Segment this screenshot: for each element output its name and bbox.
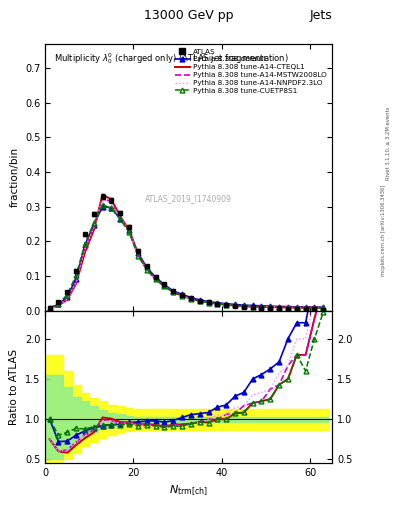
Text: Rivet 3.1.10, ≥ 3.2M events: Rivet 3.1.10, ≥ 3.2M events (386, 106, 391, 180)
Text: mcplots.cern.ch [arXiv:1306.3436]: mcplots.cern.ch [arXiv:1306.3436] (381, 185, 386, 276)
Legend: ATLAS, Pythia 8.308 default, Pythia 8.308 tune-A14-CTEQL1, Pythia 8.308 tune-A14: ATLAS, Pythia 8.308 default, Pythia 8.30… (173, 47, 329, 95)
X-axis label: $N_\mathsf{trm[ch]}$: $N_\mathsf{trm[ch]}$ (169, 484, 208, 498)
Y-axis label: fraction/bin: fraction/bin (9, 147, 19, 207)
Text: Multiplicity $\lambda_0^0$ (charged only) (ATLAS jet fragmentation): Multiplicity $\lambda_0^0$ (charged only… (54, 52, 288, 67)
Text: ATLAS_2019_I1740909: ATLAS_2019_I1740909 (145, 194, 232, 203)
Text: Jets: Jets (309, 9, 332, 22)
Y-axis label: Ratio to ATLAS: Ratio to ATLAS (9, 349, 19, 425)
Text: 13000 GeV pp: 13000 GeV pp (144, 9, 233, 22)
